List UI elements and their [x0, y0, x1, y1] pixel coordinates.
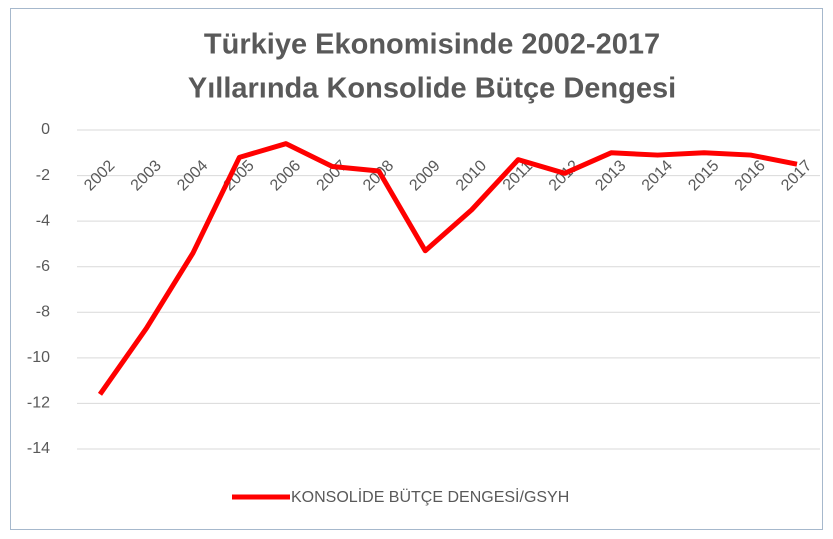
- chart-border: [10, 8, 823, 530]
- y-tick-label: -6: [36, 258, 50, 275]
- y-tick-label: -4: [36, 212, 50, 229]
- chart-title: Yıllarında Konsolide Bütçe Dengesi: [188, 73, 676, 105]
- y-tick-label: -12: [27, 395, 50, 412]
- y-tick-label: -8: [36, 304, 50, 321]
- legend-label: KONSOLİDE BÜTÇE DENGESİ/GSYH: [291, 487, 569, 506]
- y-tick-label: -10: [27, 349, 50, 366]
- chart-title: Türkiye Ekonomisinde 2002-2017: [204, 29, 660, 61]
- y-tick-label: -14: [27, 440, 50, 457]
- y-tick-label: 0: [41, 121, 50, 138]
- y-tick-label: -2: [36, 167, 50, 184]
- series-line: [97, 141, 798, 396]
